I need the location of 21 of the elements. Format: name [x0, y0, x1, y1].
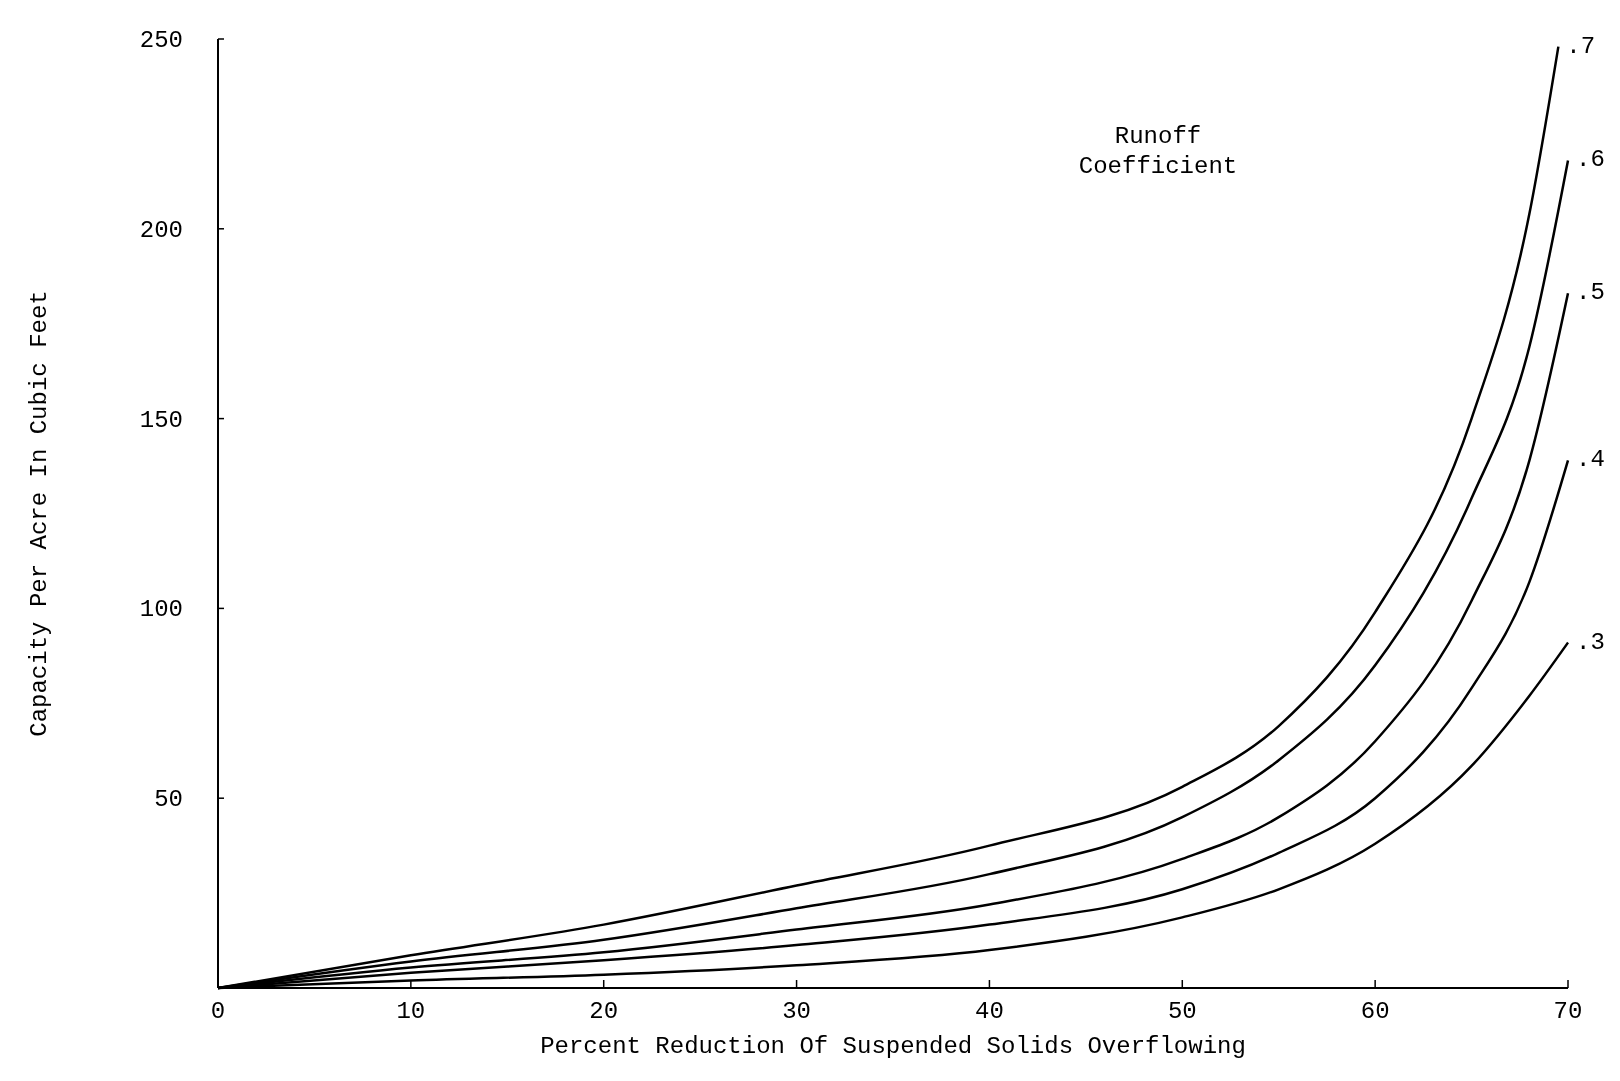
y-tick-label: 250 [139, 27, 183, 54]
x-tick-label: 20 [589, 998, 619, 1025]
x-tick-label: 50 [1167, 998, 1197, 1025]
y-tick-label: 200 [139, 216, 183, 244]
series-label: .3 [1576, 628, 1605, 656]
x-tick-label: 30 [782, 998, 811, 1025]
y-tick-label: 50 [154, 786, 183, 814]
series-label: .5 [1576, 279, 1605, 307]
y-tick-label: 150 [139, 406, 183, 434]
x-tick-label: 70 [1553, 998, 1583, 1025]
x-tick-label: 0 [210, 998, 226, 1025]
y-tick-label: 100 [139, 596, 183, 624]
series-label: .7 [1566, 32, 1596, 60]
series-label: .6 [1576, 146, 1605, 174]
x-axis-title: Percent Reduction Of Suspended Solids Overflowing [540, 1033, 1246, 1060]
x-tick-label: 60 [1360, 998, 1390, 1025]
legend-title: Runoff Coefficient [1078, 123, 1238, 180]
x-tick-label: 10 [396, 998, 426, 1025]
series-label: .4 [1576, 446, 1605, 474]
x-tick-label: 40 [975, 998, 1004, 1025]
y-axis-title: Capacity Per Acre In Cubic Feet [26, 290, 53, 737]
